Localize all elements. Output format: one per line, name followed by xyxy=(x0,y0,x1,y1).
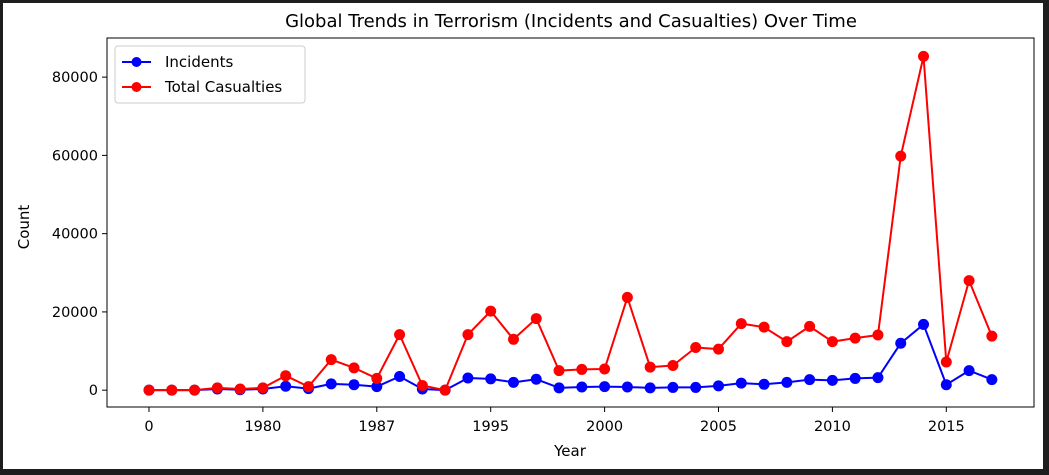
data-point-total-casualties xyxy=(576,363,588,375)
data-point-incidents xyxy=(462,372,474,384)
data-point-incidents xyxy=(485,373,497,385)
data-point-total-casualties xyxy=(416,379,428,391)
y-axis-label: Count xyxy=(15,205,33,250)
data-point-total-casualties xyxy=(257,382,269,394)
data-point-total-casualties xyxy=(394,329,406,341)
legend-casualties-label: Total Casualties xyxy=(164,78,282,96)
data-point-total-casualties xyxy=(189,384,201,396)
y-tick-label: 40000 xyxy=(52,227,98,243)
x-axis: 0 1980 1987 1995 2000 2005 2010 2015 xyxy=(144,407,965,435)
chart-title: Global Trends in Terrorism (Incidents an… xyxy=(285,11,857,32)
x-tick-label: 0 xyxy=(144,419,153,435)
x-tick-label: 1980 xyxy=(244,419,281,435)
data-point-incidents xyxy=(735,377,747,389)
data-point-incidents xyxy=(918,318,930,330)
data-point-total-casualties xyxy=(895,150,907,162)
legend-box xyxy=(114,45,306,104)
data-point-total-casualties xyxy=(872,329,884,341)
x-tick-label: 2000 xyxy=(586,419,623,435)
data-point-total-casualties xyxy=(940,356,952,368)
data-point-incidents xyxy=(507,376,519,388)
data-point-total-casualties xyxy=(530,313,542,325)
data-point-incidents xyxy=(849,372,861,384)
data-point-total-casualties xyxy=(507,333,519,345)
data-point-total-casualties xyxy=(735,318,747,330)
x-tick-label: 2015 xyxy=(928,419,965,435)
y-tick-label: 0 xyxy=(89,383,98,399)
data-point-total-casualties xyxy=(621,291,633,303)
data-point-incidents xyxy=(394,370,406,382)
data-point-incidents xyxy=(621,381,633,393)
data-point-incidents xyxy=(963,365,975,377)
series-total-casualties xyxy=(143,50,998,396)
y-tick-label: 20000 xyxy=(52,305,98,321)
data-point-incidents xyxy=(713,380,724,392)
y-tick-label: 80000 xyxy=(52,70,98,86)
data-point-incidents xyxy=(644,382,656,394)
data-point-incidents xyxy=(872,372,884,384)
data-point-total-casualties xyxy=(986,330,998,342)
data-point-total-casualties xyxy=(849,332,861,344)
data-point-incidents xyxy=(371,381,383,393)
data-point-total-casualties xyxy=(690,342,702,354)
x-tick-label: 2005 xyxy=(700,419,737,435)
data-point-total-casualties xyxy=(918,50,930,62)
data-point-incidents xyxy=(895,337,907,349)
x-tick-label: 1995 xyxy=(472,419,509,435)
data-point-incidents xyxy=(530,373,542,385)
data-point-incidents xyxy=(599,381,611,393)
data-point-total-casualties xyxy=(644,361,656,373)
data-point-total-casualties xyxy=(325,354,337,366)
x-tick-label: 1987 xyxy=(358,419,395,435)
data-point-incidents xyxy=(826,374,838,386)
y-axis: 0 20000 40000 60000 80000 xyxy=(52,70,107,399)
chart: Global Trends in Terrorism (Incidents an… xyxy=(15,11,1035,460)
data-point-total-casualties xyxy=(302,381,314,393)
data-point-incidents xyxy=(576,381,588,393)
plot-area-frame xyxy=(106,37,1035,408)
data-point-incidents xyxy=(804,374,816,386)
legend-incidents-marker xyxy=(131,57,142,67)
legend-casualties-marker xyxy=(131,82,142,92)
x-axis-label: Year xyxy=(553,442,587,460)
legend: Incidents Total Casualties xyxy=(114,45,306,104)
data-point-incidents xyxy=(690,381,702,393)
data-point-total-casualties xyxy=(667,360,679,372)
data-point-total-casualties xyxy=(371,372,383,384)
figure: Global Trends in Terrorism (Incidents an… xyxy=(3,3,1043,469)
data-point-total-casualties xyxy=(211,382,223,394)
data-point-incidents xyxy=(348,379,360,391)
data-point-total-casualties xyxy=(348,362,360,374)
data-point-incidents xyxy=(940,379,952,391)
data-point-total-casualties xyxy=(963,275,975,287)
data-point-incidents xyxy=(758,378,770,390)
data-point-total-casualties xyxy=(462,329,474,341)
data-point-total-casualties xyxy=(804,320,816,332)
data-point-total-casualties xyxy=(166,384,178,396)
data-point-incidents xyxy=(667,381,679,393)
data-point-total-casualties xyxy=(280,370,292,382)
legend-incidents-label: Incidents xyxy=(165,53,233,71)
x-tick-label: 2010 xyxy=(814,419,851,435)
data-point-total-casualties xyxy=(234,383,246,395)
data-point-total-casualties xyxy=(713,343,724,355)
data-point-incidents xyxy=(553,382,565,394)
data-point-total-casualties xyxy=(826,336,838,348)
data-point-total-casualties xyxy=(599,363,611,375)
data-point-total-casualties xyxy=(485,305,497,317)
data-point-incidents xyxy=(325,378,337,390)
data-point-total-casualties xyxy=(439,384,451,396)
data-point-total-casualties xyxy=(758,321,770,333)
data-point-incidents xyxy=(781,376,793,388)
series-line-total-casualties xyxy=(149,55,993,392)
data-point-total-casualties xyxy=(781,336,793,348)
data-point-incidents xyxy=(986,374,998,386)
series-layer xyxy=(143,50,998,396)
y-tick-label: 60000 xyxy=(52,148,98,164)
data-point-total-casualties xyxy=(143,384,155,396)
data-point-incidents xyxy=(280,380,292,392)
data-point-total-casualties xyxy=(553,365,565,377)
